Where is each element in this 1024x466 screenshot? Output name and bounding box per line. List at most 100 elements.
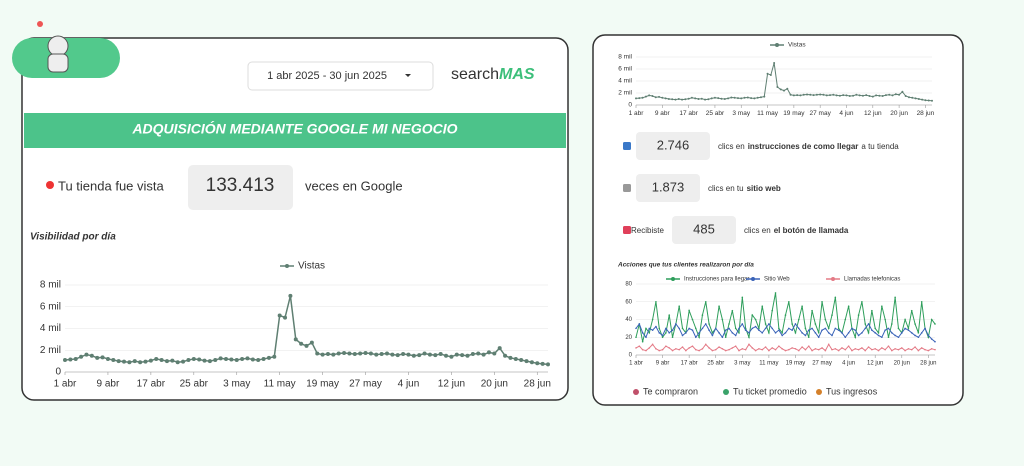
point (671, 98, 674, 101)
point (835, 94, 838, 97)
point (924, 348, 926, 351)
point (811, 309, 813, 312)
point (738, 349, 740, 352)
point (824, 318, 827, 321)
point (844, 348, 847, 351)
point (764, 327, 767, 330)
point (718, 332, 720, 334)
point (234, 358, 239, 363)
point (667, 98, 670, 100)
point (791, 323, 793, 325)
point (708, 329, 710, 331)
point (814, 347, 817, 350)
point (858, 94, 861, 97)
point (898, 93, 901, 96)
point (363, 350, 368, 355)
point (844, 318, 847, 321)
point (783, 89, 785, 92)
point (358, 351, 363, 356)
point (207, 359, 212, 364)
y-tick-label: 6 mil (40, 301, 61, 312)
point (395, 353, 400, 358)
point (240, 356, 245, 361)
x-tick-label: 28 jun (524, 379, 551, 390)
point (797, 349, 800, 352)
point (801, 332, 803, 334)
point (744, 329, 747, 331)
views-prefix: Tu tienda fue vista (58, 178, 165, 193)
x-tick-label: 28 jun (917, 110, 935, 117)
point (844, 336, 847, 339)
point (861, 332, 863, 334)
point (900, 332, 903, 334)
point (751, 347, 754, 349)
point (277, 313, 282, 318)
point (513, 356, 518, 361)
point (837, 327, 840, 330)
point (758, 327, 760, 330)
point (834, 296, 837, 299)
point (352, 352, 357, 357)
point (776, 86, 779, 88)
point (824, 349, 827, 352)
point (678, 327, 680, 330)
x-tick-label: 11 may (264, 379, 296, 390)
point (827, 327, 830, 330)
point (784, 332, 787, 334)
point (685, 349, 687, 352)
point (751, 314, 754, 316)
point (698, 332, 700, 334)
point (914, 323, 916, 325)
point (731, 309, 734, 312)
point (724, 349, 727, 352)
point (761, 348, 764, 351)
point (877, 334, 880, 337)
text-part: clics en tu (708, 184, 744, 193)
x-tick-label: 9 abr (656, 361, 670, 367)
point (708, 323, 710, 325)
point (645, 336, 647, 339)
point (804, 348, 807, 351)
point (728, 348, 730, 351)
point (812, 94, 815, 97)
point (851, 327, 853, 330)
point (293, 337, 298, 342)
point (711, 334, 714, 337)
date-dropdown[interactable] (247, 61, 434, 91)
point (748, 336, 750, 339)
point (857, 334, 860, 337)
point (127, 360, 132, 365)
point (799, 94, 802, 97)
point (769, 74, 772, 76)
point (665, 345, 667, 347)
point (658, 349, 661, 352)
point (746, 96, 749, 99)
point (655, 300, 657, 303)
click-value: 2.746 (657, 137, 690, 152)
point (904, 95, 907, 97)
point (756, 96, 759, 99)
x-tick-label: 12 jun (864, 110, 882, 117)
x-tick-label: 17 abr (679, 110, 698, 117)
point (116, 359, 121, 364)
y-tick-label: 6 mil (618, 66, 632, 73)
point (668, 347, 671, 349)
point (710, 97, 713, 100)
point (825, 94, 828, 97)
point (685, 332, 687, 334)
x-tick-label: 1 abr (54, 379, 77, 390)
point (917, 332, 920, 334)
point (759, 96, 762, 99)
point (821, 329, 823, 331)
point (900, 347, 903, 349)
point (744, 348, 747, 351)
point (325, 352, 330, 357)
point (832, 93, 835, 96)
point (714, 348, 717, 351)
point (930, 318, 933, 321)
legend-label: Vistas (298, 261, 325, 272)
point (887, 327, 890, 330)
point (758, 329, 760, 331)
point (665, 327, 667, 330)
point (704, 98, 707, 101)
